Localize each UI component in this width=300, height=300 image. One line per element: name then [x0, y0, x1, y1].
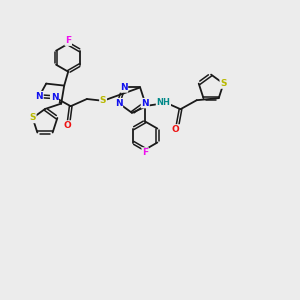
Text: N: N	[115, 99, 122, 108]
Text: O: O	[64, 121, 72, 130]
Text: S: S	[100, 96, 106, 105]
Text: N: N	[120, 83, 127, 92]
Text: F: F	[142, 148, 148, 157]
Text: S: S	[29, 113, 36, 122]
Text: S: S	[220, 79, 227, 88]
Text: N: N	[35, 92, 43, 101]
Text: N: N	[141, 99, 149, 108]
Text: N: N	[51, 93, 58, 102]
Text: O: O	[172, 125, 179, 134]
Text: F: F	[65, 36, 71, 45]
Text: NH: NH	[157, 98, 170, 107]
